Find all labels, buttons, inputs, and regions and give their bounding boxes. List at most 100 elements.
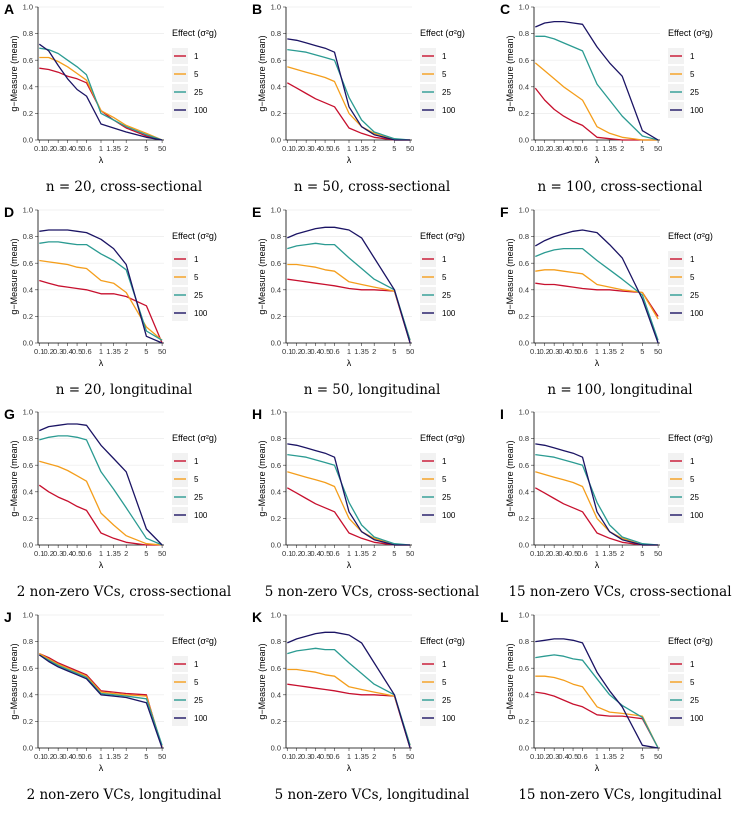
legend-label: 100 bbox=[690, 309, 704, 318]
series-line-1 bbox=[286, 82, 411, 141]
legend-label: 1 bbox=[442, 52, 447, 61]
panel-F: F0.00.20.40.60.81.00.1 0.2 0.3 0.4 0.5 0.6 1 1.… bbox=[500, 204, 713, 398]
series-line-25 bbox=[287, 647, 411, 746]
series-line-1 bbox=[287, 683, 411, 749]
legend-label: 25 bbox=[194, 291, 203, 300]
x-tick-label: 0.5 bbox=[320, 144, 330, 153]
x-tick-label: 5 bbox=[144, 549, 148, 558]
y-tick-label: 0.8 bbox=[519, 434, 529, 443]
legend-title: Effect (σ²g) bbox=[172, 433, 217, 443]
y-tick-label: 0.4 bbox=[271, 82, 281, 91]
y-tick-label: 0.8 bbox=[271, 29, 281, 38]
y-tick-label: 0.8 bbox=[23, 29, 33, 38]
y-tick-label: 1.0 bbox=[23, 3, 33, 12]
x-tick-label: 5 bbox=[640, 347, 644, 356]
series-line-5 bbox=[287, 263, 411, 341]
legend-label: 5 bbox=[442, 475, 447, 484]
x-tick-label: 0.2 bbox=[291, 144, 301, 153]
panel-caption: 5 non-zero VCs, longitudinal bbox=[275, 787, 470, 803]
series-line-25 bbox=[535, 247, 659, 341]
series-line-100 bbox=[535, 638, 659, 749]
series-line-25 bbox=[287, 48, 411, 141]
y-tick-label: 0.2 bbox=[271, 717, 281, 726]
y-tick-label: 0.6 bbox=[271, 56, 281, 65]
series-line-25 bbox=[39, 435, 163, 546]
panel-letter: A bbox=[4, 1, 14, 17]
y-tick-label: 0.8 bbox=[23, 434, 33, 443]
x-tick-label: 0.2 bbox=[291, 347, 301, 356]
x-tick-label: 0.6 bbox=[81, 752, 91, 761]
y-tick-label: 0.2 bbox=[23, 312, 33, 321]
y-tick-label: 0.2 bbox=[23, 109, 33, 118]
y-tick-label: 0.6 bbox=[519, 461, 529, 470]
x-tick-label: 2 bbox=[124, 144, 128, 153]
y-tick-label: 0.0 bbox=[23, 541, 33, 550]
legend-label: 25 bbox=[442, 88, 451, 97]
y-tick-label: 0.8 bbox=[519, 29, 529, 38]
legend-title: Effect (σ²g) bbox=[420, 433, 465, 443]
legend-title: Effect (σ²g) bbox=[420, 231, 465, 241]
x-tick-label: 5 bbox=[392, 144, 396, 153]
legend-label: 5 bbox=[690, 70, 695, 79]
series-line-1 bbox=[287, 278, 411, 344]
x-tick-label: 0.4 bbox=[310, 144, 320, 153]
y-tick-label: 1.0 bbox=[519, 611, 529, 620]
panel-caption: n = 100, cross-sectional bbox=[538, 179, 703, 195]
y-tick-label: 1.0 bbox=[271, 408, 281, 417]
y-tick-label: 1.0 bbox=[519, 408, 529, 417]
x-tick-label: 1 bbox=[347, 549, 351, 558]
legend-label: 1 bbox=[442, 660, 447, 669]
panel-letter: G bbox=[4, 406, 15, 422]
x-tick-label: 1.35 bbox=[106, 347, 121, 356]
panel-caption: 2 non-zero VCs, cross-sectional bbox=[17, 584, 232, 600]
x-tick-label: 50 bbox=[654, 144, 662, 153]
x-tick-label: 0.2 bbox=[539, 549, 549, 558]
y-tick-label: 0.8 bbox=[271, 434, 281, 443]
series-line-1 bbox=[535, 691, 659, 749]
x-tick-label: 0.1 bbox=[34, 752, 44, 761]
series-line-5 bbox=[535, 269, 659, 320]
y-tick-label: 0.4 bbox=[271, 690, 281, 699]
y-tick-label: 1.0 bbox=[23, 206, 33, 215]
x-tick-label: 2 bbox=[620, 752, 624, 761]
x-tick-label: 0.1 bbox=[530, 144, 540, 153]
y-tick-label: 0.2 bbox=[271, 109, 281, 118]
legend-label: 5 bbox=[690, 678, 695, 687]
series-line-100 bbox=[535, 443, 659, 546]
panel-letter: D bbox=[4, 204, 14, 220]
x-tick-label: 0.4 bbox=[558, 347, 568, 356]
x-tick-label: 5 bbox=[144, 752, 148, 761]
legend-label: 1 bbox=[690, 660, 695, 669]
series-line-5 bbox=[534, 62, 659, 141]
x-tick-label: 50 bbox=[406, 144, 414, 153]
series-line-1 bbox=[39, 653, 163, 749]
legend-title: Effect (σ²g) bbox=[172, 28, 217, 38]
x-tick-label: 1 bbox=[99, 144, 103, 153]
x-tick-label: 0.3 bbox=[301, 752, 311, 761]
y-tick-label: 0.0 bbox=[23, 136, 33, 145]
x-tick-label: 1.35 bbox=[354, 347, 369, 356]
x-tick-label: 0.6 bbox=[577, 549, 587, 558]
x-tick-label: 0.5 bbox=[568, 347, 578, 356]
legend-label: 5 bbox=[194, 273, 199, 282]
panel-caption: n = 50, longitudinal bbox=[304, 382, 441, 398]
x-tick-label: 0.3 bbox=[53, 752, 63, 761]
y-axis-title: g−Measure (mean) bbox=[505, 440, 515, 516]
y-tick-label: 0.4 bbox=[23, 487, 33, 496]
x-tick-label: 1 bbox=[595, 549, 599, 558]
x-tick-label: 0.5 bbox=[72, 549, 82, 558]
x-tick-label: 50 bbox=[654, 347, 662, 356]
x-tick-label: 5 bbox=[640, 752, 644, 761]
legend-label: 1 bbox=[194, 660, 199, 669]
x-axis-title: λ bbox=[595, 155, 600, 165]
x-tick-label: 0.4 bbox=[310, 752, 320, 761]
x-tick-label: 0.6 bbox=[81, 549, 91, 558]
y-tick-label: 0.2 bbox=[271, 312, 281, 321]
x-tick-label: 1 bbox=[99, 347, 103, 356]
x-tick-label: 0.5 bbox=[568, 549, 578, 558]
x-tick-label: 0.2 bbox=[43, 549, 53, 558]
x-axis-title: λ bbox=[99, 155, 104, 165]
x-tick-label: 2 bbox=[124, 752, 128, 761]
y-tick-label: 0.2 bbox=[271, 514, 281, 523]
legend-title: Effect (σ²g) bbox=[420, 636, 465, 646]
